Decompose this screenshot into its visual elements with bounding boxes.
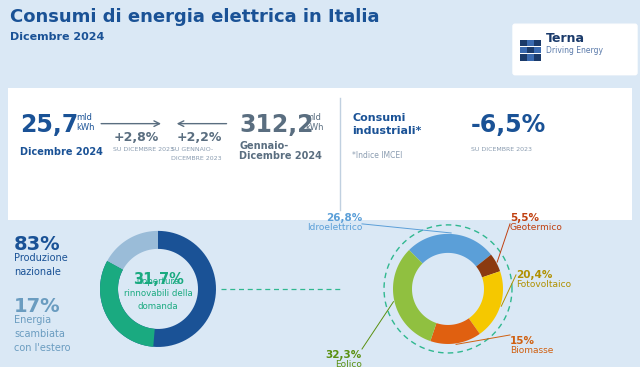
Text: 15%: 15% (510, 336, 535, 346)
Text: Terna: Terna (546, 32, 585, 45)
Text: Geotermico: Geotermico (510, 224, 563, 232)
Polygon shape (468, 271, 503, 334)
Text: SU DICEMBRE 2023: SU DICEMBRE 2023 (471, 147, 532, 152)
Text: Biomasse: Biomasse (510, 346, 554, 356)
Polygon shape (393, 250, 436, 341)
Text: +2,8%: +2,8% (113, 131, 159, 144)
Text: 26,8%: 26,8% (326, 213, 362, 223)
Text: Energia
scambiata
con l'estero: Energia scambiata con l'estero (14, 315, 70, 353)
Polygon shape (430, 318, 480, 344)
Polygon shape (100, 231, 216, 347)
Text: 17%: 17% (14, 297, 61, 316)
Bar (520, 40, 527, 47)
FancyBboxPatch shape (4, 85, 636, 223)
Text: mld: mld (305, 113, 321, 123)
Text: Dicembre 2024: Dicembre 2024 (10, 32, 104, 42)
Text: Fotovoltaico: Fotovoltaico (516, 280, 571, 290)
Bar (520, 47, 527, 54)
Text: Consumi di energia elettrica in Italia: Consumi di energia elettrica in Italia (10, 8, 380, 26)
Text: -6,5%: -6,5% (471, 113, 547, 138)
Text: Produzione
nazionale: Produzione nazionale (14, 253, 68, 277)
Text: 32,3%: 32,3% (326, 350, 362, 360)
Polygon shape (409, 234, 491, 266)
Text: 31,7%: 31,7% (132, 272, 184, 287)
Bar (520, 54, 527, 61)
Text: SU GENNAIO-: SU GENNAIO- (171, 147, 213, 152)
Polygon shape (476, 255, 500, 277)
Text: Copertura
rinnovabili della
domanda: Copertura rinnovabili della domanda (124, 277, 193, 311)
Text: Consumi: Consumi (352, 113, 406, 123)
Polygon shape (100, 261, 155, 347)
Bar (527, 40, 534, 47)
Text: 20,4%: 20,4% (516, 270, 552, 280)
Bar (527, 54, 534, 61)
Text: Dicembre 2024: Dicembre 2024 (20, 147, 102, 157)
Text: Eolico: Eolico (335, 360, 362, 367)
Polygon shape (107, 231, 158, 270)
Text: Gennaio-: Gennaio- (239, 141, 289, 151)
Text: mld: mld (76, 113, 92, 123)
Text: *Indice IMCEI: *Indice IMCEI (352, 151, 403, 160)
Text: 83%: 83% (14, 235, 61, 254)
Text: 312,2: 312,2 (239, 113, 314, 138)
Text: 5,5%: 5,5% (510, 213, 539, 223)
Text: +2,2%: +2,2% (177, 131, 222, 144)
Text: Driving Energy: Driving Energy (546, 47, 603, 55)
Bar (534, 40, 541, 47)
Text: DICEMBRE 2023: DICEMBRE 2023 (171, 156, 221, 161)
Bar (534, 47, 541, 54)
Text: Idroelettrico: Idroelettrico (307, 224, 362, 232)
Bar (534, 54, 541, 61)
FancyBboxPatch shape (513, 24, 637, 75)
Text: 25,7: 25,7 (20, 113, 78, 138)
Text: kWh: kWh (305, 123, 323, 132)
Bar (527, 47, 534, 54)
Text: Dicembre 2024: Dicembre 2024 (239, 151, 323, 161)
Text: industriali*: industriali* (352, 126, 422, 136)
Text: kWh: kWh (76, 123, 95, 132)
Text: SU DICEMBRE 2023: SU DICEMBRE 2023 (113, 147, 175, 152)
